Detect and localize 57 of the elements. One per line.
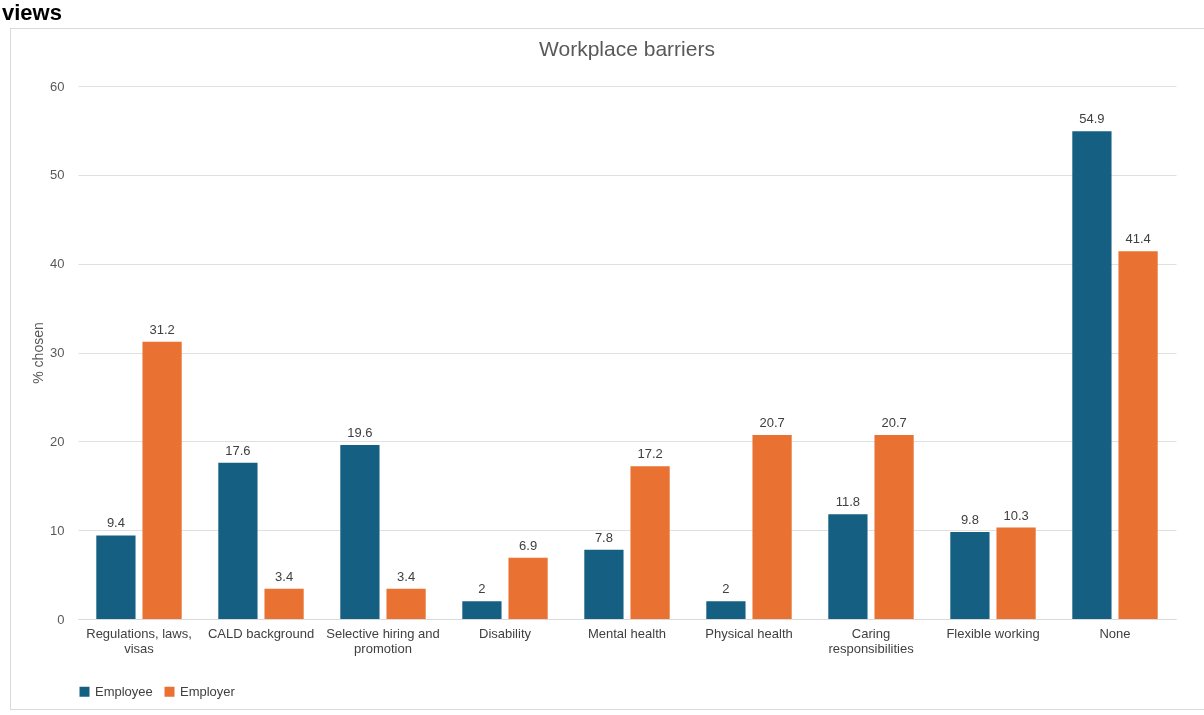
x-tick-label: Caring responsibilities [828, 625, 915, 656]
data-label: 9.8 [960, 511, 979, 527]
bar [828, 514, 868, 619]
bar [1072, 131, 1112, 619]
bar [340, 444, 380, 619]
x-tick-label: Selective hiring and promotion [326, 625, 440, 656]
bar [706, 601, 746, 619]
data-label: 19.6 [347, 424, 373, 440]
x-tick-label: Regulations, laws, visas [86, 625, 192, 656]
y-tick-label: 50 [50, 167, 65, 183]
bar [874, 435, 914, 619]
data-label: 10.3 [1003, 507, 1029, 523]
data-label: 9.4 [106, 515, 125, 531]
data-label: 7.8 [594, 529, 613, 545]
x-tick-label: None [1099, 625, 1131, 641]
bar [1118, 251, 1158, 619]
bar [142, 341, 182, 619]
x-tick-label: CALD background [207, 625, 315, 641]
y-tick-label: 40 [50, 256, 65, 272]
bar [584, 549, 624, 619]
bar [218, 462, 258, 619]
data-label: 3.4 [275, 568, 294, 584]
data-label: 2 [478, 581, 486, 597]
y-tick-label: 10 [50, 522, 65, 538]
bar [386, 588, 426, 619]
x-tick-label: Mental health [587, 625, 667, 641]
bar [264, 588, 304, 619]
data-label: 17.6 [225, 442, 251, 458]
data-label: 20.7 [759, 415, 785, 431]
x-tick-label: Physical health [705, 625, 793, 641]
data-label: 54.9 [1079, 111, 1105, 127]
data-label: 20.7 [881, 415, 907, 431]
data-label: 3.4 [397, 568, 416, 584]
bar [630, 466, 670, 619]
data-label: 6.9 [519, 537, 538, 553]
data-label: 17.2 [637, 446, 663, 462]
data-label: 11.8 [835, 494, 861, 510]
data-label: 41.4 [1125, 231, 1151, 247]
data-label: 31.2 [149, 321, 175, 337]
bar [96, 535, 136, 619]
bar [996, 527, 1036, 619]
legend-label: Employee [95, 683, 153, 699]
y-tick-label: 20 [50, 433, 65, 449]
bar [508, 557, 548, 619]
data-label: 2 [722, 581, 730, 597]
y-tick-label: 0 [57, 611, 65, 627]
y-axis-title: % chosen [30, 322, 47, 384]
bar [462, 601, 502, 619]
bar [752, 435, 792, 619]
text: views [2, 0, 62, 26]
y-tick-label: 30 [50, 345, 65, 360]
bar [950, 531, 990, 619]
x-tick-label: Flexible working [946, 625, 1040, 641]
legend-label: Employer [180, 683, 236, 699]
y-tick-label: 60 [50, 78, 65, 94]
x-tick-label: Disability [478, 625, 532, 641]
chart-title: Workplace barriers [539, 37, 715, 60]
